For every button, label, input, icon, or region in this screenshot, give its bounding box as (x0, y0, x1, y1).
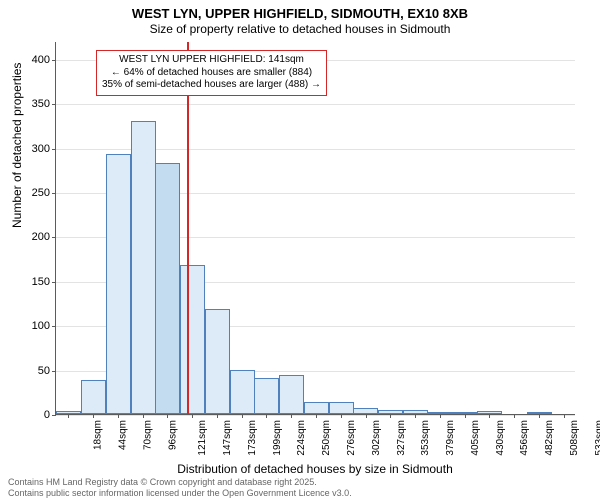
x-tick-mark (118, 414, 119, 418)
x-tick-label: 250sqm (322, 420, 333, 456)
histogram-bar (329, 402, 354, 414)
histogram-bar (254, 378, 279, 414)
chart-title-line2: Size of property relative to detached ho… (0, 22, 600, 36)
x-tick-label: 121sqm (198, 420, 209, 456)
annotation-line: 35% of semi-detached houses are larger (… (102, 79, 321, 92)
y-tick-mark (52, 104, 56, 105)
x-tick-label: 379sqm (446, 420, 457, 456)
x-tick-mark (465, 414, 466, 418)
x-tick-mark (143, 414, 144, 418)
x-tick-mark (489, 414, 490, 418)
x-tick-label: 18sqm (93, 420, 104, 450)
x-tick-label: 327sqm (396, 420, 407, 456)
x-tick-label: 276sqm (347, 420, 358, 456)
y-tick-label: 350 (32, 98, 50, 110)
y-axis-label: Number of detached properties (10, 63, 24, 228)
histogram-bar (180, 265, 205, 414)
x-tick-mark (341, 414, 342, 418)
chart-title-line1: WEST LYN, UPPER HIGHFIELD, SIDMOUTH, EX1… (0, 6, 600, 21)
y-tick-mark (52, 282, 56, 283)
footer-attribution: Contains HM Land Registry data © Crown c… (8, 477, 352, 498)
y-tick-label: 0 (44, 409, 50, 421)
y-tick-mark (52, 193, 56, 194)
x-axis-label: Distribution of detached houses by size … (55, 462, 575, 476)
x-tick-label: 224sqm (297, 420, 308, 456)
x-tick-label: 353sqm (421, 420, 432, 456)
x-tick-mark (415, 414, 416, 418)
x-tick-label: 70sqm (143, 420, 154, 450)
histogram-bar (304, 402, 329, 414)
x-tick-label: 405sqm (471, 420, 482, 456)
x-tick-mark (440, 414, 441, 418)
y-tick-mark (52, 415, 56, 416)
x-tick-label: 482sqm (545, 420, 556, 456)
footer-line2: Contains public sector information licen… (8, 488, 352, 498)
y-tick-mark (52, 149, 56, 150)
histogram-bar (106, 154, 131, 414)
x-tick-mark (242, 414, 243, 418)
x-tick-mark (93, 414, 94, 418)
x-tick-mark (390, 414, 391, 418)
y-tick-label: 300 (32, 143, 50, 155)
x-tick-mark (291, 414, 292, 418)
x-tick-label: 147sqm (223, 420, 234, 456)
y-tick-mark (52, 371, 56, 372)
histogram-bar (230, 370, 255, 414)
x-tick-mark (316, 414, 317, 418)
x-tick-mark (217, 414, 218, 418)
x-tick-label: 302sqm (372, 420, 383, 456)
histogram-chart: WEST LYN, UPPER HIGHFIELD, SIDMOUTH, EX1… (0, 0, 600, 500)
x-tick-label: 508sqm (570, 420, 581, 456)
y-tick-mark (52, 326, 56, 327)
x-tick-mark (266, 414, 267, 418)
histogram-bar (155, 163, 180, 414)
x-tick-mark (192, 414, 193, 418)
gridline (56, 104, 575, 105)
x-tick-label: 456sqm (520, 420, 531, 456)
y-tick-label: 100 (32, 320, 50, 332)
footer-line1: Contains HM Land Registry data © Crown c… (8, 477, 352, 487)
x-tick-label: 533sqm (594, 420, 600, 456)
y-tick-label: 150 (32, 276, 50, 288)
y-tick-label: 50 (38, 365, 50, 377)
y-tick-label: 250 (32, 187, 50, 199)
x-tick-mark (366, 414, 367, 418)
y-tick-label: 200 (32, 231, 50, 243)
x-tick-mark (564, 414, 565, 418)
marker-line (187, 42, 189, 414)
plot-area: 05010015020025030035040018sqm44sqm70sqm9… (55, 42, 575, 415)
x-tick-mark (539, 414, 540, 418)
y-tick-mark (52, 60, 56, 61)
histogram-bar (131, 121, 156, 414)
x-tick-label: 199sqm (273, 420, 284, 456)
y-tick-label: 400 (32, 54, 50, 66)
annotation-line: WEST LYN UPPER HIGHFIELD: 141sqm (102, 54, 321, 67)
histogram-bar (279, 375, 304, 414)
histogram-bar (81, 380, 106, 414)
x-tick-mark (68, 414, 69, 418)
x-tick-mark (167, 414, 168, 418)
y-tick-mark (52, 237, 56, 238)
x-tick-label: 430sqm (495, 420, 506, 456)
x-tick-label: 44sqm (118, 420, 129, 450)
x-tick-mark (514, 414, 515, 418)
x-tick-label: 173sqm (248, 420, 259, 456)
annotation-box: WEST LYN UPPER HIGHFIELD: 141sqm← 64% of… (96, 50, 327, 96)
histogram-bar (205, 309, 230, 414)
x-tick-label: 96sqm (168, 420, 179, 450)
annotation-line: ← 64% of detached houses are smaller (88… (102, 67, 321, 80)
